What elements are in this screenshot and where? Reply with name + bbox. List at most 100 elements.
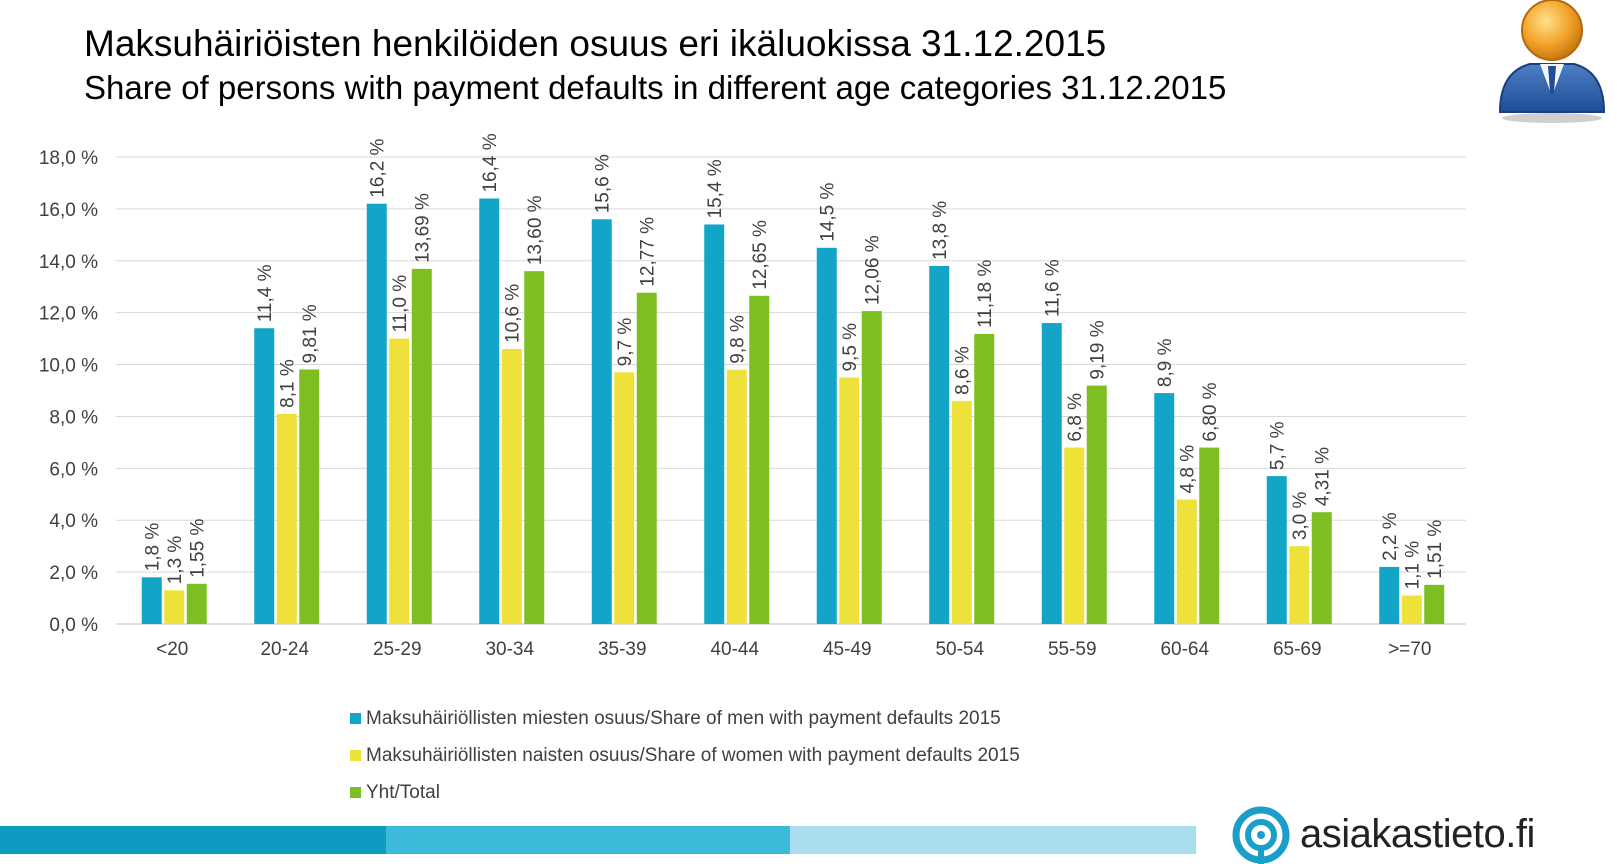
y-tick-label: 18,0 %	[39, 148, 98, 169]
bar-men	[1041, 323, 1062, 624]
data-label-women: 1,1 %	[1403, 541, 1424, 590]
x-tick-label: 35-39	[598, 639, 647, 660]
legend-label-total: Yht/Total	[366, 781, 440, 803]
data-label-men: 16,2 %	[368, 138, 389, 197]
bar-total	[1086, 385, 1107, 624]
data-label-total: 6,80 %	[1200, 382, 1221, 441]
bar-men	[1266, 476, 1287, 624]
data-label-women: 8,6 %	[953, 346, 974, 395]
x-tick-label: 55-59	[1048, 639, 1097, 660]
data-label-men: 16,4 %	[480, 133, 501, 192]
bar-men	[704, 224, 725, 624]
data-label-total: 13,69 %	[413, 193, 434, 263]
data-label-total: 12,77 %	[638, 217, 659, 287]
data-label-men: 8,9 %	[1155, 338, 1176, 387]
x-tick-label: <20	[156, 639, 188, 660]
bar-men	[1154, 393, 1175, 624]
bar-total	[186, 583, 207, 624]
bar-men	[591, 219, 612, 624]
legend-label-men: Maksuhäiriöllisten miesten osuus/Share o…	[366, 707, 1001, 729]
bar-total	[299, 369, 320, 624]
legend-swatch-total	[350, 787, 361, 798]
bar-total	[1199, 447, 1220, 624]
bar-total	[861, 311, 882, 624]
data-label-men: 2,2 %	[1380, 512, 1401, 561]
bar-women	[1176, 499, 1197, 624]
bar-men	[929, 265, 950, 624]
legend-swatch-men	[350, 713, 361, 724]
legend-item-total: Yht/Total	[350, 774, 1020, 811]
data-label-women: 8,1 %	[278, 359, 299, 408]
chart-legend: Maksuhäiriöllisten miesten osuus/Share o…	[350, 700, 1020, 811]
chart-subtitle: Share of persons with payment defaults i…	[84, 69, 1227, 106]
legend-swatch-women	[350, 750, 361, 761]
y-tick-label: 4,0 %	[49, 511, 98, 532]
bar-women	[839, 377, 860, 624]
data-label-women: 6,8 %	[1065, 393, 1086, 442]
bar-total	[524, 271, 545, 624]
y-tick-label: 6,0 %	[49, 459, 98, 480]
x-tick-label: 60-64	[1160, 639, 1209, 660]
bar-total	[1311, 512, 1332, 624]
y-tick-label: 12,0 %	[39, 304, 98, 325]
data-label-men: 14,5 %	[818, 183, 839, 242]
y-tick-label: 16,0 %	[39, 200, 98, 221]
bar-men	[254, 328, 275, 624]
data-label-men: 11,6 %	[1043, 259, 1064, 317]
bar-women	[389, 338, 410, 624]
chart-title: Maksuhäiriöisten henkilöiden osuus eri i…	[84, 23, 1107, 64]
legend-item-men: Maksuhäiriöllisten miesten osuus/Share o…	[350, 700, 1020, 737]
x-tick-label: >=70	[1388, 639, 1431, 660]
x-tick-label: 65-69	[1273, 639, 1322, 660]
x-tick-label: 30-34	[485, 639, 534, 660]
data-label-total: 9,19 %	[1088, 320, 1109, 379]
x-tick-label: 45-49	[823, 639, 872, 660]
data-label-men: 15,4 %	[705, 159, 726, 218]
legend-label-women: Maksuhäiriöllisten naisten osuus/Share o…	[366, 744, 1020, 766]
footer-bar-mid	[386, 826, 790, 854]
x-tick-label: 40-44	[710, 639, 759, 660]
data-label-women: 9,8 %	[728, 315, 749, 364]
bar-women	[276, 413, 297, 624]
asiakastieto-logo-icon	[1232, 806, 1290, 864]
brand-name: asiakastieto.fi	[1300, 812, 1535, 856]
data-label-women: 9,5 %	[840, 323, 861, 372]
bar-women	[501, 348, 522, 624]
footer-bar-light	[790, 826, 1196, 854]
data-label-total: 13,60 %	[525, 195, 546, 265]
data-label-women: 9,7 %	[615, 318, 636, 367]
data-label-total: 1,51 %	[1425, 520, 1446, 579]
bar-men	[141, 577, 162, 624]
data-label-women: 1,3 %	[165, 536, 186, 585]
brand-logo: asiakastieto.fi	[1232, 805, 1535, 864]
data-label-men: 11,4 %	[255, 264, 276, 322]
y-tick-label: 14,0 %	[39, 252, 98, 273]
data-label-total: 12,06 %	[863, 235, 884, 305]
data-label-women: 3,0 %	[1290, 491, 1311, 540]
bar-total	[1424, 584, 1445, 624]
y-tick-label: 8,0 %	[49, 407, 98, 428]
bar-women	[726, 369, 747, 624]
x-tick-label: 25-29	[373, 639, 422, 660]
data-label-men: 5,7 %	[1268, 421, 1289, 470]
bar-men	[816, 247, 837, 625]
bar-men	[479, 198, 500, 624]
bar-total	[411, 268, 432, 624]
bar-women	[1064, 447, 1085, 624]
y-tick-label: 0,0 %	[49, 615, 98, 636]
bar-women	[164, 590, 185, 624]
y-tick-label: 10,0 %	[39, 356, 98, 377]
bar-men	[1379, 566, 1400, 624]
data-label-total: 11,18 %	[975, 260, 996, 328]
data-label-total: 1,55 %	[188, 519, 209, 578]
data-label-total: 9,81 %	[300, 304, 321, 363]
bar-men	[366, 203, 387, 624]
data-label-men: 15,6 %	[593, 154, 614, 213]
y-tick-label: 2,0 %	[49, 563, 98, 584]
data-label-women: 10,6 %	[503, 284, 524, 343]
bar-women	[1401, 595, 1422, 624]
bar-total	[974, 333, 995, 624]
data-label-men: 1,8 %	[143, 523, 164, 572]
bar-women	[614, 372, 635, 624]
data-label-total: 12,65 %	[750, 220, 771, 290]
